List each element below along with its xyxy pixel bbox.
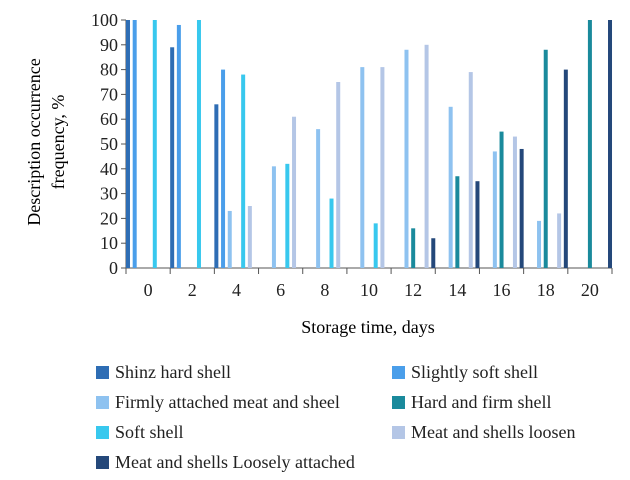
x-tick-label: 20 [581,280,599,300]
x-tick-label: 14 [448,280,466,300]
bar-5-4 [247,206,252,268]
y-tick-label: 80 [100,60,118,80]
legend-label: Slightly soft shell [411,362,539,382]
bar-4-2 [196,20,201,268]
legend-item: Firmly attached meat and sheel [96,392,340,413]
bar-4-0 [152,20,157,268]
bar-6-16 [519,148,524,268]
bar-1-0 [132,20,137,268]
y-tick-label: 100 [91,10,118,30]
bar-5-8 [336,82,341,268]
y-tick-label: 20 [100,208,118,228]
x-tick-label: 10 [360,280,378,300]
bar-3-14 [455,176,460,268]
legend-label: Shinz hard shell [115,362,231,382]
bar-6-14 [475,181,480,268]
x-tick-label: 4 [232,280,241,300]
legend-label: Meat and shells Loosely attached [115,452,355,472]
bar-5-18 [557,213,562,268]
legend-swatch [96,456,109,469]
legend-item: Shinz hard shell [96,362,231,383]
y-axis-label-line-2: frequency, % [48,95,68,190]
y-tick-label: 50 [100,134,118,154]
bar-5-6 [292,116,297,268]
legend-swatch [96,426,109,439]
x-tick-label: 12 [404,280,422,300]
bar-5-10 [380,67,385,269]
y-tick-label: 40 [100,159,118,179]
bar-2-12 [404,49,409,269]
y-tick-label: 10 [100,233,118,253]
bar-4-8 [329,198,334,268]
bar-2-4 [227,210,232,268]
bar-0-4 [214,104,219,268]
legend-item: Meat and shells loosen [392,422,575,443]
x-tick-label: 0 [144,280,153,300]
bar-0-0 [125,20,130,268]
legend-label: Hard and firm shell [411,392,552,412]
bar-6-20 [608,20,613,268]
legend-label: Soft shell [115,422,184,442]
x-tick-label: 6 [276,280,285,300]
y-tick-label: 30 [100,184,118,204]
x-tick-label: 2 [188,280,197,300]
bar-2-8 [316,129,321,268]
legend-swatch [96,396,109,409]
y-tick-label: 70 [100,84,118,104]
y-axis-label-line-1: Description occurrence [24,58,44,225]
y-tick-label: 90 [100,35,118,55]
y-tick-label: 60 [100,109,118,129]
bar-4-10 [373,223,378,268]
bar-2-6 [271,166,276,268]
x-tick-label: 8 [320,280,329,300]
legend-swatch [392,366,405,379]
bar-6-12 [431,238,436,268]
bar-3-18 [543,49,548,269]
legend-item: Soft shell [96,422,184,443]
legend-item: Slightly soft shell [392,362,538,383]
legend-swatch [96,366,109,379]
bar-0-2 [170,47,175,268]
chart: Description occurrence frequency, % 0 10 2… [24,10,613,337]
legend-swatch [392,396,405,409]
legend-item: Hard and firm shell [392,392,551,413]
bar-3-20 [587,20,592,268]
x-tick-label: 18 [537,280,555,300]
bar-1-4 [221,69,226,268]
bar-2-14 [448,106,453,268]
legend-label: Firmly attached meat and sheel [115,392,340,412]
plot-area: 0 10 20 30 40 50 60 70 80 90 100 0 2 4 6 8 10 12 14 16 18 20 [91,10,613,300]
bar-6-18 [563,69,568,268]
bar-1-2 [176,24,181,269]
bar-2-10 [360,67,365,269]
legend-swatch [392,426,405,439]
bar-3-12 [411,228,416,268]
bar-2-16 [492,151,497,268]
bar-5-12 [424,44,429,268]
bar-4-4 [241,74,246,268]
bar-5-14 [468,72,473,268]
x-axis-label: Storage time, days [301,317,434,337]
legend-label: Meat and shells loosen [411,422,576,442]
bar-4-6 [285,163,290,268]
bar-3-16 [499,131,504,268]
x-tick-label: 16 [493,280,511,300]
y-tick-label: 0 [109,258,118,278]
bar-2-18 [537,220,542,268]
bar-5-16 [512,136,517,268]
legend-item: Meat and shells Loosely attached [96,452,355,473]
